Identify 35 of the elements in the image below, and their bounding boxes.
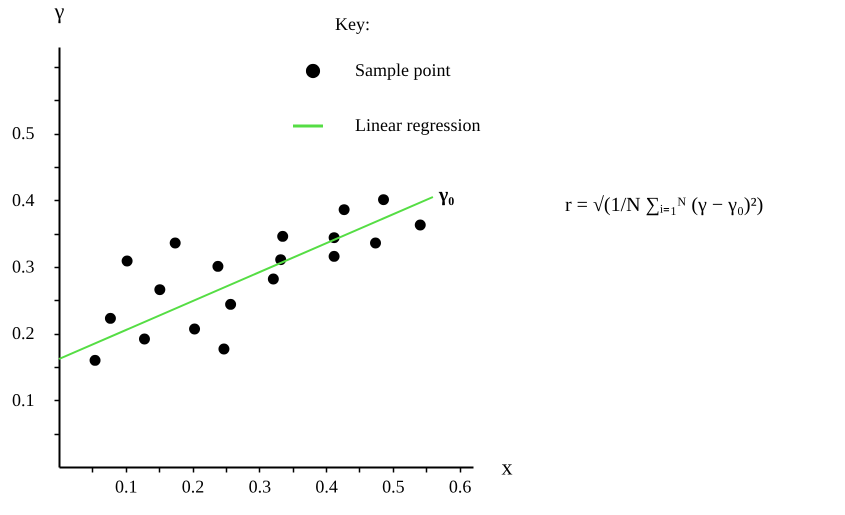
point	[212, 260, 224, 272]
x-tick-label: 0.6	[448, 476, 472, 496]
y-tick-label: 0.5	[12, 123, 34, 144]
y-tick-label: 0.4	[12, 190, 34, 210]
point	[170, 238, 181, 248]
point	[154, 284, 166, 296]
x-tick-label: 0.2	[182, 476, 204, 496]
point	[414, 220, 426, 230]
point	[189, 324, 200, 334]
x-axis-title: x	[502, 454, 512, 480]
legend-label: Sample point	[355, 60, 450, 80]
x-tick-label: 0.3	[248, 476, 272, 496]
legend-label: Linear regression	[355, 115, 480, 135]
point	[218, 344, 230, 354]
point	[122, 256, 133, 266]
x-tick-label: 0.1	[115, 476, 138, 496]
point	[104, 312, 116, 324]
point	[90, 354, 101, 366]
point	[370, 238, 381, 248]
x-tick-label: 0.5	[382, 476, 405, 496]
y-axis-title: γ	[54, 0, 65, 24]
point	[338, 204, 350, 216]
annotation: γ₀	[438, 184, 454, 206]
point	[328, 250, 340, 262]
point	[225, 298, 236, 310]
point	[138, 334, 150, 344]
x-tick-label: 0.4	[315, 476, 338, 496]
legend-title: Key:	[335, 14, 370, 34]
y-tick-label: 0.3	[12, 256, 34, 276]
y-tick-label: 0.1	[12, 390, 34, 410]
y-tick-label: 0.2	[12, 323, 34, 344]
point	[268, 274, 279, 284]
text: r = √(1/N ∑ᵢ₌₁ᴺ (γ − γ₀)²)	[565, 194, 764, 216]
point	[378, 194, 389, 206]
point	[277, 230, 288, 242]
